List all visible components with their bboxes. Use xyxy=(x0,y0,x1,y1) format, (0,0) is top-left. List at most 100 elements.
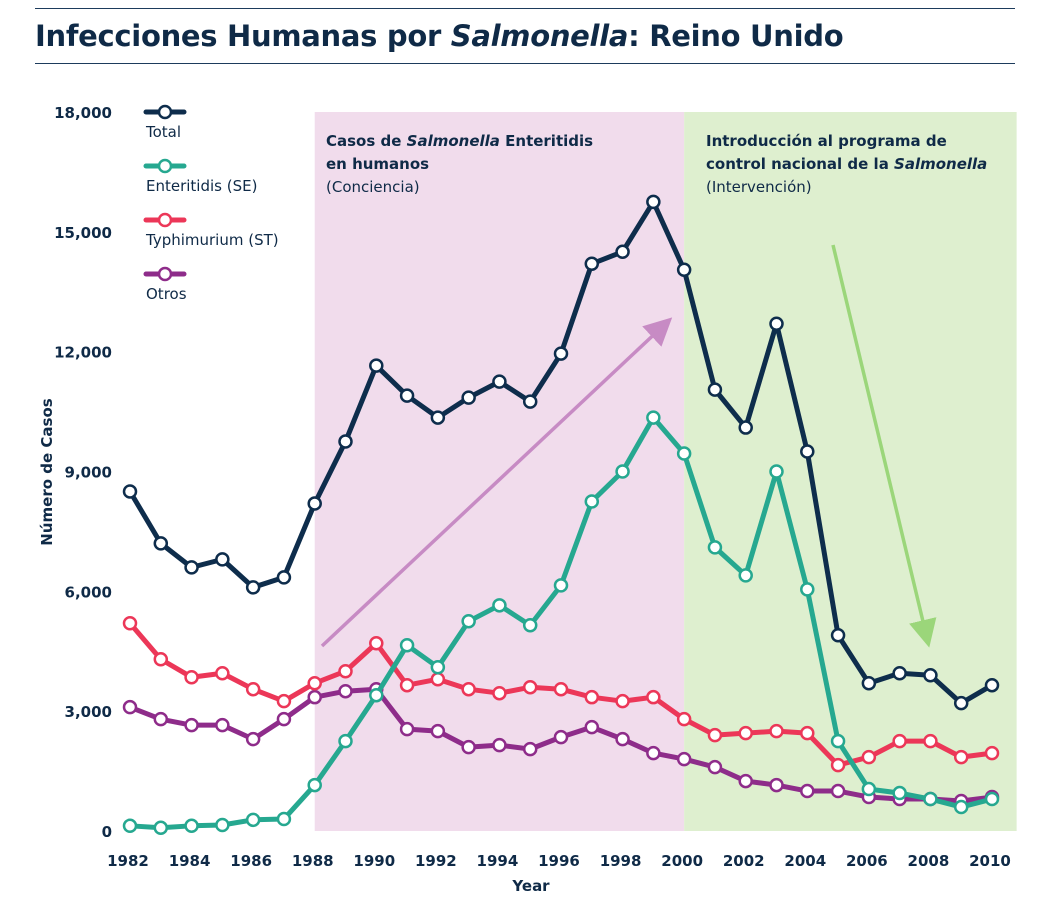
legend: Total Enteritidis (SE) Typhimurium (ST) Otr… xyxy=(143,104,279,303)
data-point-st xyxy=(276,693,292,709)
data-point-total xyxy=(430,410,446,425)
data-point-st xyxy=(984,745,1000,761)
series-st xyxy=(122,616,1000,773)
data-point-se xyxy=(676,446,692,461)
data-point-otros xyxy=(153,711,169,727)
data-point-st xyxy=(461,681,476,697)
data-point-st xyxy=(307,675,322,691)
x-tick-label: 1990 xyxy=(353,852,395,870)
data-point-se xyxy=(738,568,753,583)
data-point-se xyxy=(338,733,353,749)
legend-label: Enteritidis (SE) xyxy=(146,177,257,195)
data-point-se xyxy=(861,781,877,797)
data-point-total xyxy=(338,434,353,449)
data-point-total xyxy=(892,665,907,681)
data-point-se xyxy=(430,659,446,675)
legend-item-total: Total xyxy=(143,104,187,141)
data-point-total xyxy=(184,560,199,575)
data-point-total xyxy=(369,358,384,373)
data-point-otros xyxy=(215,717,230,733)
intervention-line2-prefix: control nacional de la xyxy=(706,155,894,173)
data-point-total xyxy=(800,444,815,459)
data-point-se xyxy=(122,818,138,834)
data-point-se xyxy=(184,818,199,834)
y-tick-label: 6,000 xyxy=(65,583,112,601)
awareness-line1: Casos de Salmonella Enteritidis xyxy=(326,132,593,150)
data-point-se xyxy=(399,638,415,653)
data-point-se xyxy=(369,687,384,703)
data-point-total xyxy=(522,394,538,409)
data-point-otros xyxy=(430,723,446,739)
data-point-total xyxy=(923,667,938,683)
data-point-se xyxy=(584,494,600,509)
awareness-line3: (Conciencia) xyxy=(326,178,420,196)
x-tick-label: 2000 xyxy=(661,852,703,870)
series-total xyxy=(122,194,1000,711)
data-point-st xyxy=(646,689,661,705)
data-point-st xyxy=(153,651,169,667)
data-point-total xyxy=(953,695,969,711)
data-point-st xyxy=(615,693,630,709)
data-point-total xyxy=(245,580,261,595)
data-point-st xyxy=(492,685,507,701)
y-tick-label: 15,000 xyxy=(54,224,112,242)
data-point-total xyxy=(676,262,692,278)
data-point-otros xyxy=(707,759,723,775)
trend-arrows xyxy=(320,244,937,648)
data-point-otros xyxy=(184,717,199,733)
data-point-st xyxy=(430,671,446,687)
legend-label: Typhimurium (ST) xyxy=(145,231,279,249)
awareness-line1-suffix: Enteritidis xyxy=(500,132,593,150)
x-tick-label: 2006 xyxy=(846,852,888,870)
x-tick-label: 1988 xyxy=(292,852,334,870)
chart-title: Infecciones Humanas por Salmonella: Rein… xyxy=(35,19,844,53)
data-point-se xyxy=(646,410,661,425)
intervention-line1: Introducción al programa de xyxy=(706,132,947,150)
data-point-st xyxy=(122,616,138,631)
x-tick-label: 2008 xyxy=(908,852,950,870)
data-point-otros xyxy=(584,719,600,735)
data-point-otros xyxy=(338,683,353,699)
data-point-otros xyxy=(276,711,292,727)
data-point-se xyxy=(492,598,507,613)
data-point-se xyxy=(522,618,538,633)
legend-swatch-marker xyxy=(157,158,173,174)
data-point-total xyxy=(769,316,784,331)
data-point-se xyxy=(800,582,815,597)
x-tick-label: 1984 xyxy=(169,852,211,870)
data-point-total xyxy=(122,484,138,499)
data-point-otros xyxy=(615,731,630,747)
x-tick-label: 2010 xyxy=(969,852,1011,870)
legend-label: Total xyxy=(145,123,181,141)
x-tick-label: 1998 xyxy=(600,852,642,870)
series-se xyxy=(122,410,1000,836)
data-point-otros xyxy=(461,739,476,755)
data-point-total xyxy=(861,675,877,691)
y-tick-label: 9,000 xyxy=(65,464,112,482)
awareness-annotation: Casos de Salmonella Enteritidis en human… xyxy=(326,132,593,196)
data-point-otros xyxy=(646,745,661,761)
data-point-total xyxy=(707,382,723,397)
legend-swatch-marker xyxy=(157,104,173,120)
data-point-st xyxy=(369,636,384,651)
data-point-se xyxy=(984,791,1000,807)
data-point-total xyxy=(830,628,846,643)
legend-swatch-marker xyxy=(157,266,173,282)
data-point-se xyxy=(830,733,846,749)
awareness-line1-prefix: Casos de xyxy=(326,132,407,150)
intervention-annotation: Introducción al programa de control naci… xyxy=(706,132,987,196)
data-point-se xyxy=(245,812,261,828)
data-point-otros xyxy=(769,777,784,793)
data-point-total xyxy=(984,677,1000,693)
data-point-se xyxy=(707,540,723,555)
chart-title-prefix: Infecciones Humanas por xyxy=(35,19,451,53)
data-point-st xyxy=(923,733,938,749)
data-point-otros xyxy=(122,699,138,715)
data-point-st xyxy=(769,723,784,739)
data-point-total xyxy=(399,388,415,403)
chart-title-italic: Salmonella xyxy=(450,19,629,53)
data-point-st xyxy=(184,669,199,685)
x-axis: 1982 1984 1986 1988 1990 1992 1994 1996 1998 2000… xyxy=(107,852,1011,870)
data-point-total xyxy=(738,420,753,435)
data-point-total xyxy=(276,570,292,585)
